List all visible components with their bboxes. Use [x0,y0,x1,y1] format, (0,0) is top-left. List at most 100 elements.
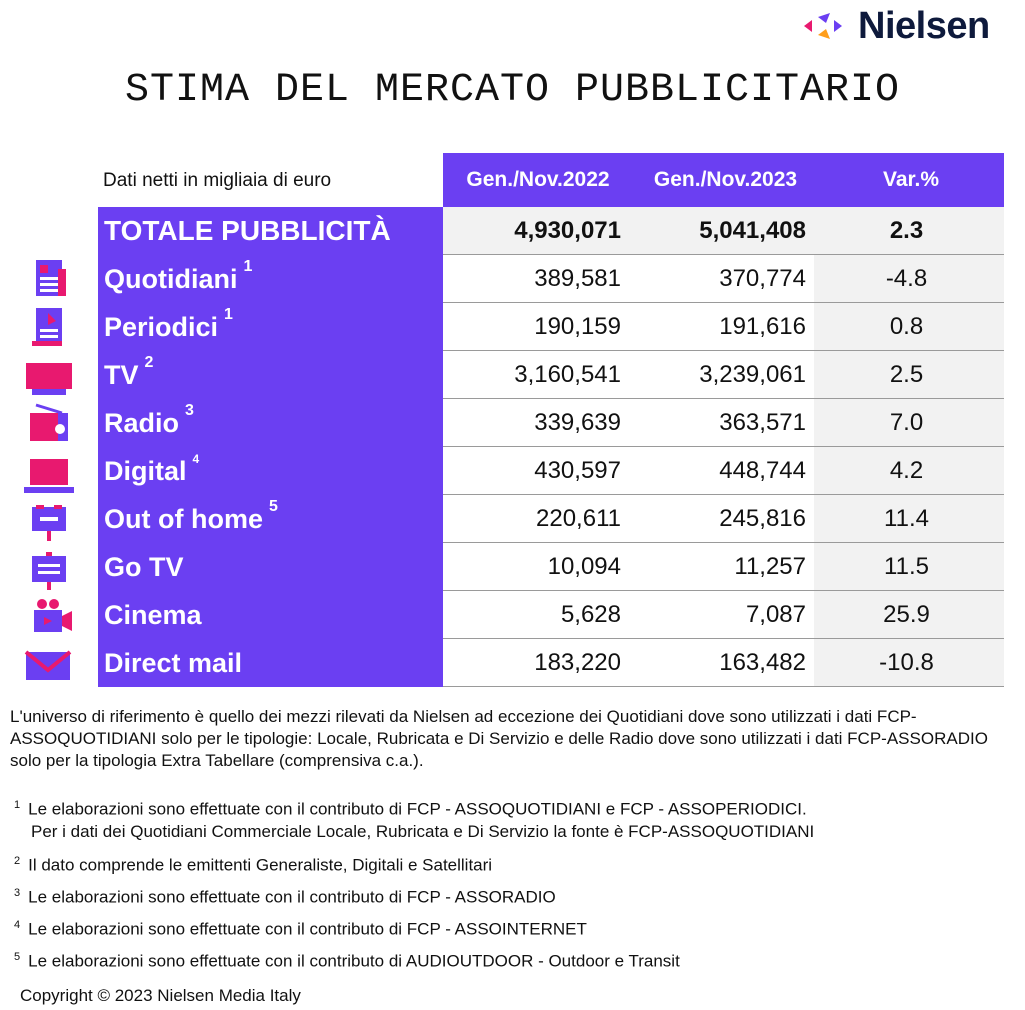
universe-note: L'universo di riferimento è quello dei m… [10,707,988,770]
footnote-ref: 5 [268,498,278,515]
units-label: Dati netti in migliaia di euro [103,170,332,191]
footnote-ref: 1 [224,306,233,323]
cell-2022: 10,094 [443,543,624,591]
billboard-icon [22,503,76,543]
cell-var: -4.8 [814,255,1004,303]
cell-var: 11.5 [814,543,1004,591]
cell-var: 0.8 [814,303,1004,351]
footnote-text-continued: Per i dati dei Quotidiani Commerciale Lo… [31,821,815,841]
movie-camera-icon [22,596,76,636]
row-label-text: Radio [104,407,180,438]
magazine-icon [22,307,76,347]
cell-2022: 183,220 [443,639,624,687]
footnote-5: 5 Le elaborazioni sono effettuate con il … [14,946,680,973]
row-label-text: Digital [104,455,187,486]
cell-2022: 339,639 [443,399,624,447]
footnote-number: 2 [14,855,21,867]
table-row-tv: TV 2 3,160,541 3,239,061 2.5 [98,351,1004,399]
footnote-text: Il dato comprende le emittenti Generalis… [28,855,493,875]
nielsen-logo-text: Nielsen [858,4,990,47]
cell-2023: 245,816 [624,495,814,543]
footnote-text: Le elaborazioni sono effettuate con il c… [28,799,807,819]
nielsen-logo: Nielsen [800,4,990,47]
cell-2023: 370,774 [624,255,814,303]
tv-icon [22,361,76,401]
copyright: Copyright © 2023 Nielsen Media Italy [20,986,301,1005]
cell-2022: 389,581 [443,255,624,303]
footnote-4: 4 Le elaborazioni sono effettuate con il … [14,914,587,941]
table-row-direct-mail: Direct mail 183,220 163,482 -10.8 [98,639,1004,687]
cell-var: 4.2 [814,447,1004,495]
table-row-periodici: Periodici 1 190,159 191,616 0.8 [98,303,1004,351]
cell-2022: 430,597 [443,447,624,495]
table-row-out-of-home: Out of home 5 220,611 245,816 11.4 [98,495,1004,543]
footnote-2: 2 Il dato comprende le emittenti Generali… [14,850,492,877]
table-row-radio: Radio 3 339,639 363,571 7.0 [98,399,1004,447]
screen-stand-icon [22,552,76,592]
table-row-quotidiani: Quotidiani 1 389,581 370,774 -4.8 [98,255,1004,303]
table-row-cinema: Cinema 5,628 7,087 25.9 [98,591,1004,639]
table-row-digital: Digital 4 430,597 448,744 4.2 [98,447,1004,495]
column-header-var: Var.% [882,168,940,191]
row-label: Quotidiani 1 [98,255,443,303]
footnote-3: 3 Le elaborazioni sono effettuate con il … [14,882,556,909]
cell-var: 7.0 [814,399,1004,447]
cell-var: 2.5 [814,351,1004,399]
table-row-go-tv: Go TV 10,094 11,257 11.5 [98,543,1004,591]
row-label: Out of home 5 [98,495,443,543]
footnote-number: 4 [14,919,21,931]
row-label-text: Quotidiani [104,263,238,294]
newspaper-icon [22,259,76,299]
footnote-1: 1 Le elaborazioni sono effettuate con il … [14,794,814,843]
cell-var: 2.3 [814,207,1004,255]
footnote-ref: 2 [144,354,154,371]
cell-2022: 4,930,071 [443,207,624,255]
row-label: Digital 4 [98,447,443,495]
row-label-text: Direct mail [104,647,243,678]
cell-2023: 363,571 [624,399,814,447]
row-label-text: TV [104,359,139,390]
row-label: TOTALE PUBBLICITÀ [98,207,443,255]
footnote-text: Le elaborazioni sono effettuate con il c… [28,919,587,939]
cell-2023: 5,041,408 [624,207,814,255]
cell-2022: 190,159 [443,303,624,351]
cell-2023: 191,616 [624,303,814,351]
row-label: Go TV [98,543,443,591]
row-label: Radio 3 [98,399,443,447]
footnote-text: Le elaborazioni sono effettuate con il c… [28,951,680,971]
data-table: TOTALE PUBBLICITÀ 4,930,071 5,041,408 2.… [98,207,1004,687]
cell-var: 11.4 [814,495,1004,543]
footnote-ref: 4 [192,452,200,466]
nielsen-mark-icon [804,13,842,39]
row-label-text: Out of home [104,503,263,534]
footnote-number: 3 [14,887,21,899]
column-header-2022: Gen./Nov.2022 [466,168,610,191]
footnote-ref: 1 [243,258,253,275]
radio-icon [22,403,76,443]
column-header-2023: Gen./Nov.2023 [653,168,798,191]
cell-var: -10.8 [814,639,1004,687]
cell-2023: 11,257 [624,543,814,591]
cell-2023: 163,482 [624,639,814,687]
cell-2023: 3,239,061 [624,351,814,399]
row-label-text: TOTALE PUBBLICITÀ [104,215,391,246]
cell-2023: 7,087 [624,591,814,639]
row-label-text: Periodici [104,311,219,342]
footnote-number: 1 [14,799,21,811]
cell-2022: 5,628 [443,591,624,639]
cell-2022: 3,160,541 [443,351,624,399]
envelope-icon [22,646,76,686]
row-label-text: Cinema [104,599,202,630]
table-row-totale: TOTALE PUBBLICITÀ 4,930,071 5,041,408 2.… [98,207,1004,255]
cell-var: 25.9 [814,591,1004,639]
cell-2022: 220,611 [443,495,624,543]
footnote-ref: 3 [185,402,194,419]
table-header: Gen./Nov.2022 Gen./Nov.2023 Var.% [443,153,1004,207]
row-label: TV 2 [98,351,443,399]
row-label: Cinema [98,591,443,639]
footnote-text: Le elaborazioni sono effettuate con il c… [28,887,556,907]
row-label-text: Go TV [104,551,184,582]
footnote-number: 5 [14,951,21,963]
row-label: Periodici 1 [98,303,443,351]
row-label: Direct mail [98,639,443,687]
